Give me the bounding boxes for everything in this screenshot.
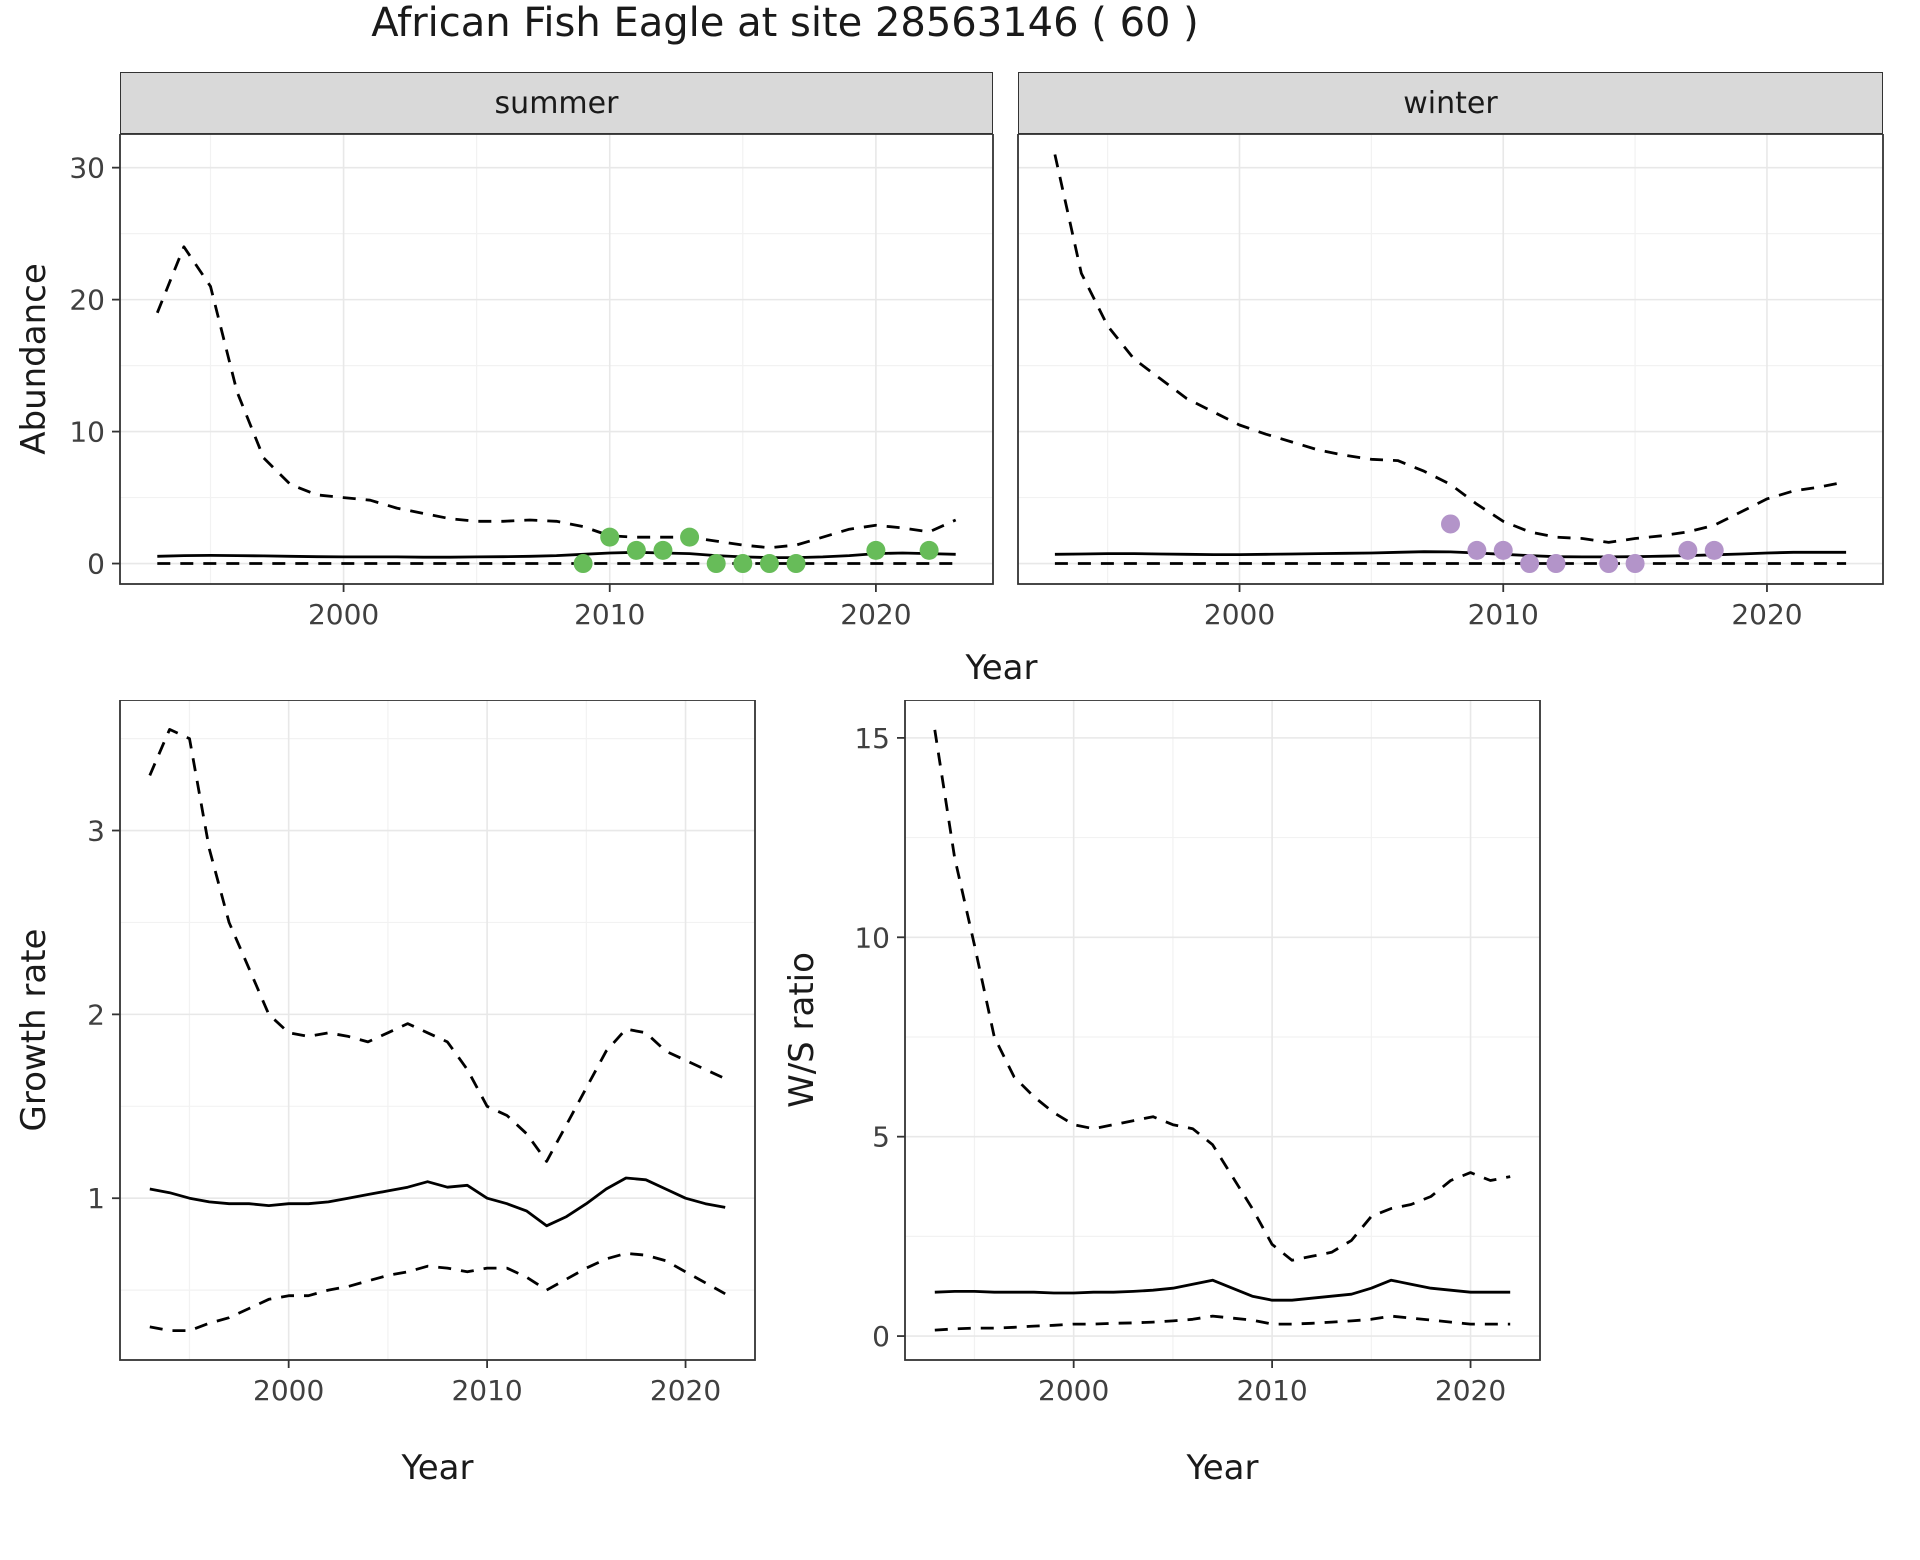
svg-text:2000: 2000 — [253, 1374, 324, 1407]
svg-text:2000: 2000 — [1204, 598, 1275, 631]
svg-text:0: 0 — [872, 1320, 890, 1353]
facet-strip-winter-label: winter — [1403, 85, 1498, 121]
svg-text:2020: 2020 — [1731, 598, 1802, 631]
svg-text:30: 30 — [69, 152, 105, 185]
svg-text:2020: 2020 — [1435, 1374, 1506, 1407]
ws-year-axis-title: Year — [1186, 1448, 1259, 1488]
svg-text:2010: 2010 — [1236, 1374, 1307, 1407]
ws-ratio-plot: 2000 2010 2020 0 5 10 15 — [854, 700, 1541, 1407]
svg-text:2000: 2000 — [1038, 1374, 1109, 1407]
svg-text:2000: 2000 — [308, 598, 379, 631]
svg-text:1: 1 — [87, 1182, 105, 1215]
svg-text:15: 15 — [854, 722, 890, 755]
page-title: African Fish Eagle at site 28563146 ( 60… — [371, 0, 1199, 46]
svg-text:10: 10 — [854, 921, 890, 954]
svg-text:2020: 2020 — [650, 1374, 721, 1407]
growth-rate-plot: 2000 2010 2020 1 2 3 — [87, 700, 756, 1407]
svg-text:10: 10 — [69, 416, 105, 449]
svg-text:0: 0 — [87, 548, 105, 581]
ws-ratio-axis-title: W/S ratio — [782, 952, 822, 1108]
svg-text:5: 5 — [872, 1121, 890, 1154]
svg-text:2010: 2010 — [1468, 598, 1539, 631]
svg-text:3: 3 — [87, 815, 105, 848]
facet-strip-summer-label: summer — [494, 85, 619, 121]
svg-text:20: 20 — [69, 284, 105, 317]
svg-text:2010: 2010 — [574, 598, 645, 631]
growth-year-axis-title: Year — [401, 1448, 474, 1488]
facet-strip-winter: winter — [1018, 72, 1883, 134]
svg-text:2: 2 — [87, 998, 105, 1031]
facet-strip-summer: summer — [120, 72, 993, 134]
winter-abundance-plot: 2000 2010 2020 — [1017, 134, 1884, 631]
top-year-axis-title: Year — [965, 648, 1038, 688]
svg-text:2020: 2020 — [840, 598, 911, 631]
summer-abundance-plot: 2000 2010 2020 0 10 20 30 — [69, 134, 994, 631]
svg-text:2010: 2010 — [451, 1374, 522, 1407]
